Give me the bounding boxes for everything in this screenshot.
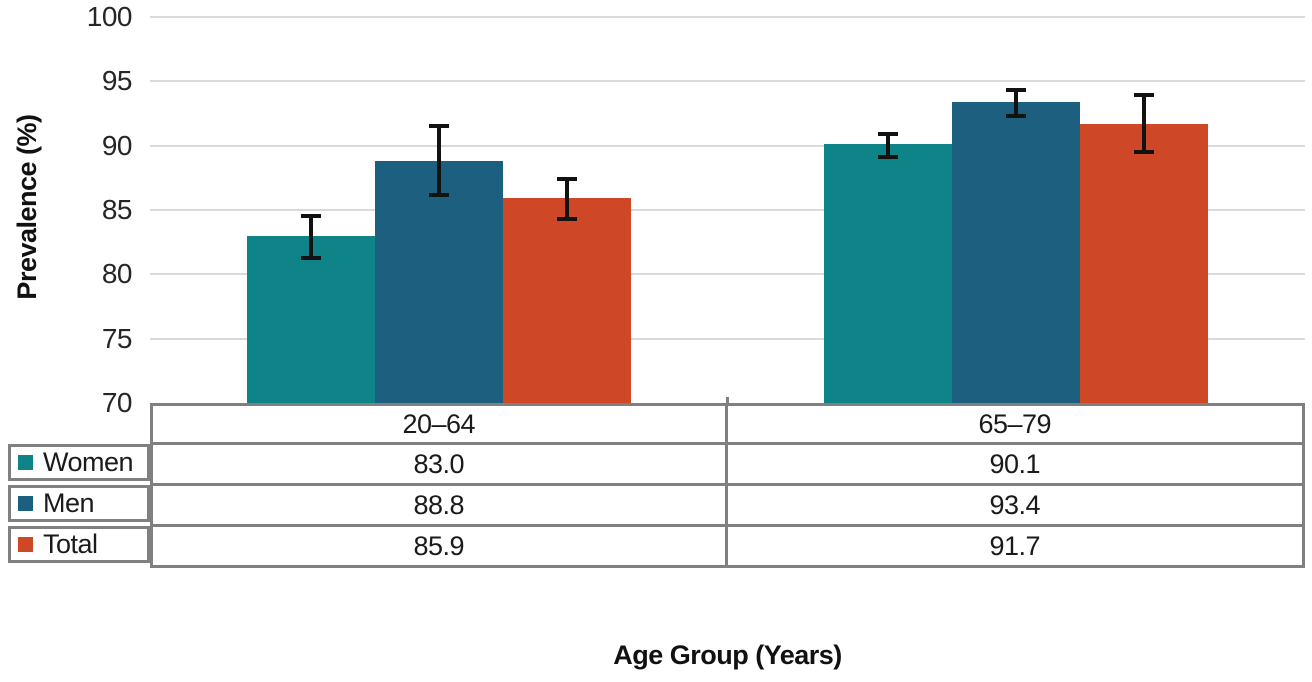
error-bar-men-20-64-cap-bottom [428, 192, 449, 197]
table-header-20-64: 20–64 [153, 406, 728, 442]
legend-item-women: Women [8, 444, 150, 481]
table-header-65-79: 65–79 [978, 408, 1052, 439]
error-bar-men-65-79-cap-top [1006, 88, 1027, 93]
error-bar-total-65-79-line [1142, 95, 1147, 153]
error-bar-women-20-64-cap-top [300, 214, 321, 219]
gridline-80 [150, 273, 1305, 276]
legend-item-total: Total [8, 526, 150, 563]
legend-swatch-women [18, 455, 33, 470]
error-bar-total-20-64-line [564, 179, 569, 219]
gridline-75 [150, 337, 1305, 340]
error-bar-women-65-79-cap-top [878, 132, 899, 137]
bar-women-20-64 [246, 235, 375, 403]
error-bar-total-20-64-cap-top [556, 177, 577, 182]
error-bar-women-20-64-cap-bottom [300, 255, 321, 260]
y-tick-label-80: 80 [101, 258, 133, 290]
bar-men-65-79 [952, 101, 1081, 403]
error-bar-men-20-64-cap-top [428, 124, 449, 129]
category-axis-tick [726, 397, 729, 403]
error-bar-men-65-79-cap-bottom [1006, 114, 1027, 119]
legend-label-total: Total [43, 529, 98, 559]
y-axis-title: Prevalence (%) [12, 114, 42, 300]
y-tick-label-90: 90 [101, 129, 133, 161]
error-bar-men-65-79-line [1014, 90, 1019, 117]
y-tick-label-95: 95 [101, 65, 133, 97]
error-bar-women-65-79-line [886, 134, 891, 158]
table-cell-total-65-79: 91.7 [727, 524, 1302, 565]
bar-women-65-79 [824, 144, 953, 403]
error-bar-total-65-79-cap-bottom [1134, 150, 1155, 155]
y-tick-label-100: 100 [86, 1, 133, 32]
data-table: 20–64 65–79 83.0 90.1 88.8 93.4 85.9 91.7 [150, 403, 1305, 568]
legend-swatch-total [18, 537, 33, 552]
error-bar-total-20-64-cap-bottom [556, 217, 577, 221]
bar-total-65-79 [1080, 123, 1209, 403]
error-bar-women-20-64-line [308, 216, 313, 258]
legend-swatch-men [18, 496, 33, 511]
table-cell-total-20-64: 85.9 [153, 524, 728, 565]
legend-label-men: Men [43, 488, 95, 518]
gridline-95 [150, 80, 1305, 83]
y-tick-label-75: 75 [101, 322, 133, 354]
gridline-85 [150, 209, 1305, 211]
error-bar-total-65-79-cap-top [1134, 93, 1155, 98]
table-cell-women-20-64: 83.0 [153, 442, 728, 483]
bar-men-20-64 [374, 161, 503, 403]
table-cell-men-65-79: 93.4 [727, 483, 1302, 524]
gridline-90 [150, 144, 1305, 147]
error-bar-men-20-64-line [436, 126, 441, 195]
gridline-100 [150, 16, 1305, 18]
table-cell-men-20-64: 88.8 [153, 483, 728, 524]
y-tick-label-70: 70 [101, 387, 133, 418]
legend-item-men: Men [8, 485, 150, 522]
bar-total-20-64 [502, 198, 631, 403]
table-cell-women-65-79: 90.1 [727, 442, 1302, 483]
x-axis-title: Age Group (Years) [613, 640, 842, 670]
legend-label-women: Women [43, 447, 134, 477]
y-tick-label-85: 85 [101, 194, 133, 225]
error-bar-women-65-79-cap-bottom [878, 155, 899, 160]
